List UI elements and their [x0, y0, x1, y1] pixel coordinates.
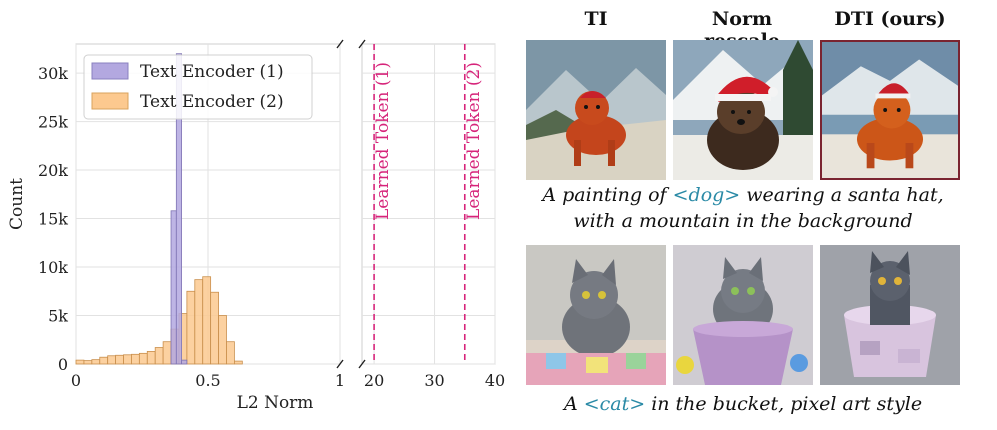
- y-tick-label: 15k: [38, 210, 68, 229]
- legend-label-1: Text Encoder (1): [140, 62, 284, 82]
- legend-swatch-2: [91, 92, 129, 110]
- histogram-bar: [146, 350, 156, 365]
- dog-caption-line2: with a mountain in the background: [573, 210, 913, 232]
- legend: Text Encoder (1) Text Encoder (2): [83, 54, 313, 120]
- histogram-bar: [91, 359, 101, 365]
- cat-image-dti: [820, 245, 960, 385]
- y-tick-label: 20k: [38, 161, 68, 180]
- histogram-bar: [138, 352, 148, 365]
- histogram-bar: [162, 341, 172, 365]
- x-tick-label: 1: [335, 371, 345, 390]
- column-title-dti: DTI (ours): [834, 8, 946, 30]
- y-tick-label: 30k: [38, 64, 68, 83]
- histogram-bar: [83, 360, 93, 365]
- learned-token-lines: Learned Token (1) Learned Token (2): [373, 44, 484, 364]
- dog-caption-suffix: wearing a santa hat,: [740, 184, 944, 206]
- histogram-bar: [186, 290, 196, 365]
- dog-caption-line1: A painting of <dog> wearing a santa hat,: [518, 184, 968, 206]
- cat-caption: A <cat> in the bucket, pixel art style: [518, 393, 968, 415]
- x-tick-label: 20: [364, 371, 384, 390]
- learned-token-label: Learned Token (1): [373, 62, 393, 220]
- histogram-bar: [226, 341, 235, 365]
- histogram-bar: [170, 210, 177, 365]
- y-tick-label: 5k: [48, 307, 68, 326]
- histogram-bar: [123, 354, 132, 365]
- axis-ticks: 0 5k 10k 15k 20k 25k 30k 0 0.5 1 20 30 40: [38, 64, 505, 390]
- y-tick-label: 25k: [38, 113, 68, 132]
- dog-image-dti: [820, 40, 960, 180]
- cat-token: <cat>: [583, 393, 646, 415]
- histogram-bar: [175, 53, 183, 365]
- y-tick-label: 0: [58, 355, 68, 374]
- y-tick-label: 10k: [38, 258, 68, 277]
- x-tick-label: 30: [424, 371, 444, 390]
- column-title-ti: TI: [584, 8, 608, 30]
- histogram-bar: [154, 347, 164, 365]
- histogram-bar: [75, 359, 85, 365]
- cat-caption-suffix: in the bucket, pixel art style: [645, 393, 923, 415]
- plot-area-right: [361, 43, 496, 365]
- legend-swatch-1: [91, 62, 129, 80]
- histogram-bar: [181, 359, 188, 365]
- histogram-bars: [75, 53, 243, 365]
- histogram-bar: [115, 354, 124, 365]
- x-tick-label: 40: [485, 371, 505, 390]
- axis-break-marks: [336, 39, 366, 369]
- x-tick-label: 0: [71, 371, 81, 390]
- histogram-bar: [233, 360, 243, 365]
- histogram-bar: [210, 291, 219, 365]
- dog-image-ti: [526, 40, 666, 180]
- cat-caption-prefix: A: [563, 393, 584, 415]
- dog-image-norm-rescale: [673, 40, 813, 180]
- histogram-bar: [107, 355, 117, 365]
- dog-caption-prefix: A painting of: [542, 184, 673, 206]
- histogram-bar: [99, 356, 109, 365]
- learned-token-label: Learned Token (2): [464, 62, 484, 220]
- cat-image-norm-rescale: [673, 245, 813, 385]
- cat-image-ti: [526, 245, 666, 385]
- dog-token: <dog>: [672, 184, 741, 206]
- histogram-bar: [218, 315, 227, 365]
- histogram-bar: [131, 353, 140, 365]
- histogram-bar: [194, 279, 204, 365]
- y-axis-label: Count: [7, 178, 27, 230]
- histogram-bar: [202, 276, 212, 365]
- x-tick-label: 0.5: [195, 371, 220, 390]
- legend-label-2: Text Encoder (2): [140, 92, 284, 112]
- x-axis-label: L2 Norm: [237, 393, 314, 413]
